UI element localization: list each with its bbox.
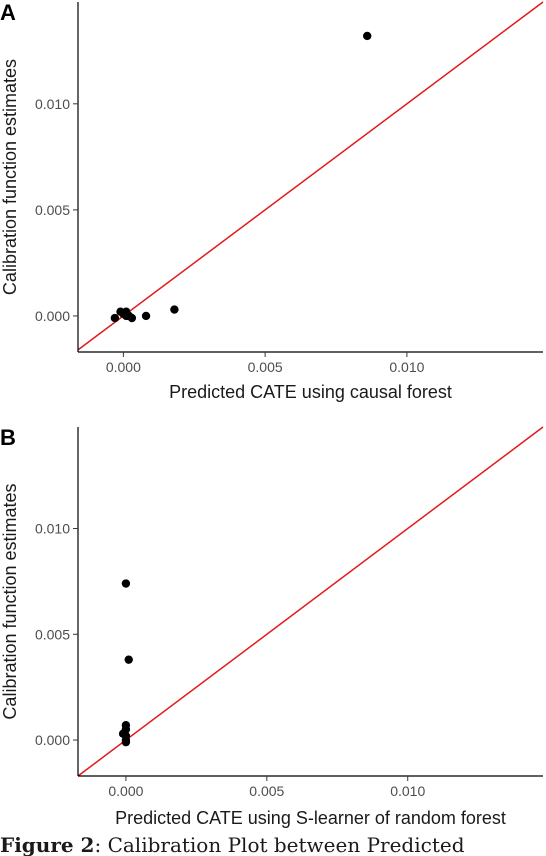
y-axis-title-a: Calibration function estimates — [0, 59, 20, 295]
x-tick-label-b: 0.005 — [249, 783, 284, 799]
data-point-b — [124, 655, 133, 664]
y-tick-label-b: 0.000 — [35, 732, 70, 748]
data-point-a — [363, 31, 372, 41]
y-tick-label-a: 0.000 — [35, 308, 70, 324]
x-tick-label-b: 0.000 — [108, 783, 143, 799]
caption-figure-number: Figure 2 — [0, 833, 94, 856]
data-point-a — [127, 313, 137, 323]
y-tick-label-a: 0.010 — [35, 96, 70, 112]
x-tick-label-a: 0.010 — [389, 359, 424, 375]
x-axis-title-a: Predicted CATE using causal forest — [169, 382, 452, 402]
data-point-a — [141, 311, 151, 321]
panel-b: B 0.000 0.005 0.010 0.000 0.005 0.010 Predicted… — [0, 425, 544, 828]
caption-text: : Calibration Plot between Predicted — [94, 833, 464, 856]
y-tick-label-a: 0.005 — [35, 202, 70, 218]
panel-a: A 0.000 0.005 0.010 0.000 0.005 0.010 Predicted… — [0, 0, 544, 402]
data-point-a — [110, 313, 120, 323]
y-tick-label-b: 0.005 — [35, 626, 70, 642]
y-tick-label-b: 0.010 — [35, 521, 70, 537]
y-axis-title-b: Calibration function estimates — [0, 483, 20, 719]
figure-caption: Figure 2: Calibration Plot between Predi… — [0, 833, 465, 856]
panel-label-b: B — [0, 425, 16, 450]
data-point-b — [121, 737, 131, 747]
x-tick-label-a: 0.005 — [248, 359, 283, 375]
reference-line-a — [77, 1, 544, 351]
panel-label-a: A — [0, 0, 16, 25]
x-axis-title-b: Predicted CATE using S-learner of random… — [115, 808, 506, 828]
reference-line-b — [77, 426, 544, 777]
data-point-b — [121, 579, 131, 588]
data-point-a — [170, 305, 179, 314]
x-tick-label-b: 0.010 — [390, 783, 425, 799]
x-tick-label-a: 0.000 — [106, 359, 141, 375]
